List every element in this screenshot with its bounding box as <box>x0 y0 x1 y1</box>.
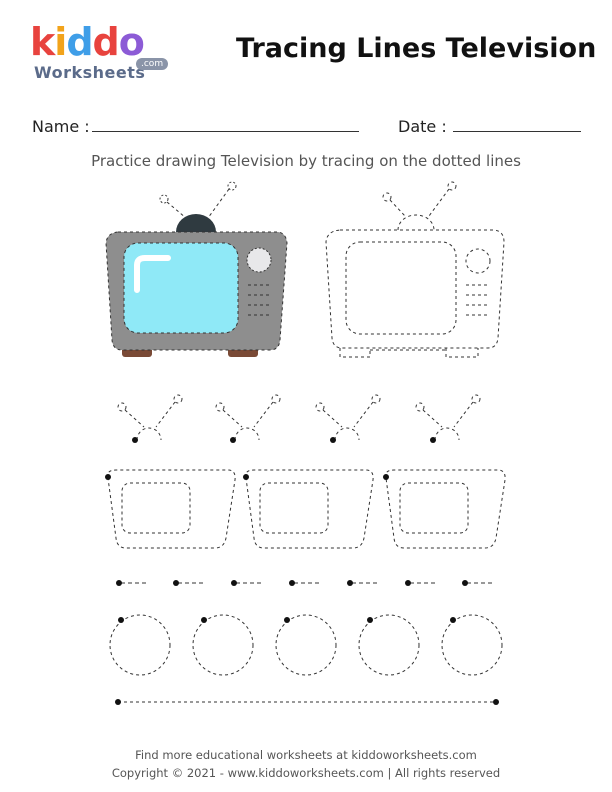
logo-com-badge: .com <box>136 58 169 70</box>
footer-line-2: Copyright © 2021 - www.kiddoworksheets.c… <box>111 766 501 780</box>
colored-tv <box>105 181 288 357</box>
logo-subtitle: Worksheets <box>34 63 146 82</box>
circle-row <box>109 614 503 676</box>
name-field[interactable] <box>92 131 359 132</box>
long-line <box>115 699 499 705</box>
logo-letter: k <box>30 20 55 64</box>
tv-screen <box>123 242 239 334</box>
logo-letter: d <box>66 20 93 64</box>
frame-row <box>107 469 506 549</box>
date-label: Date : <box>398 117 447 136</box>
antenna-row <box>117 394 481 443</box>
logo: kiddo <box>30 20 145 64</box>
tv-knob <box>176 214 216 232</box>
instruction-text: Practice drawing Television by tracing o… <box>91 152 521 170</box>
dash-row <box>116 580 494 586</box>
page-title: Tracing Lines Television <box>236 33 597 64</box>
name-label: Name : <box>32 117 90 136</box>
logo-letter: o <box>118 20 145 64</box>
dotted-tv <box>325 181 505 358</box>
logo-letter: d <box>92 20 120 64</box>
footer-line-1: Find more educational worksheets at kidd… <box>135 748 477 762</box>
date-field[interactable] <box>453 131 581 132</box>
logo-letter: i <box>54 20 67 64</box>
